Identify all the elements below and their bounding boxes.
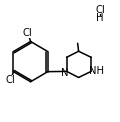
Text: N: N (61, 68, 68, 78)
Text: Cl: Cl (6, 76, 15, 85)
Text: Cl: Cl (95, 5, 105, 15)
Text: H: H (96, 13, 104, 23)
Text: Cl: Cl (23, 28, 33, 38)
Text: NH: NH (89, 66, 104, 76)
